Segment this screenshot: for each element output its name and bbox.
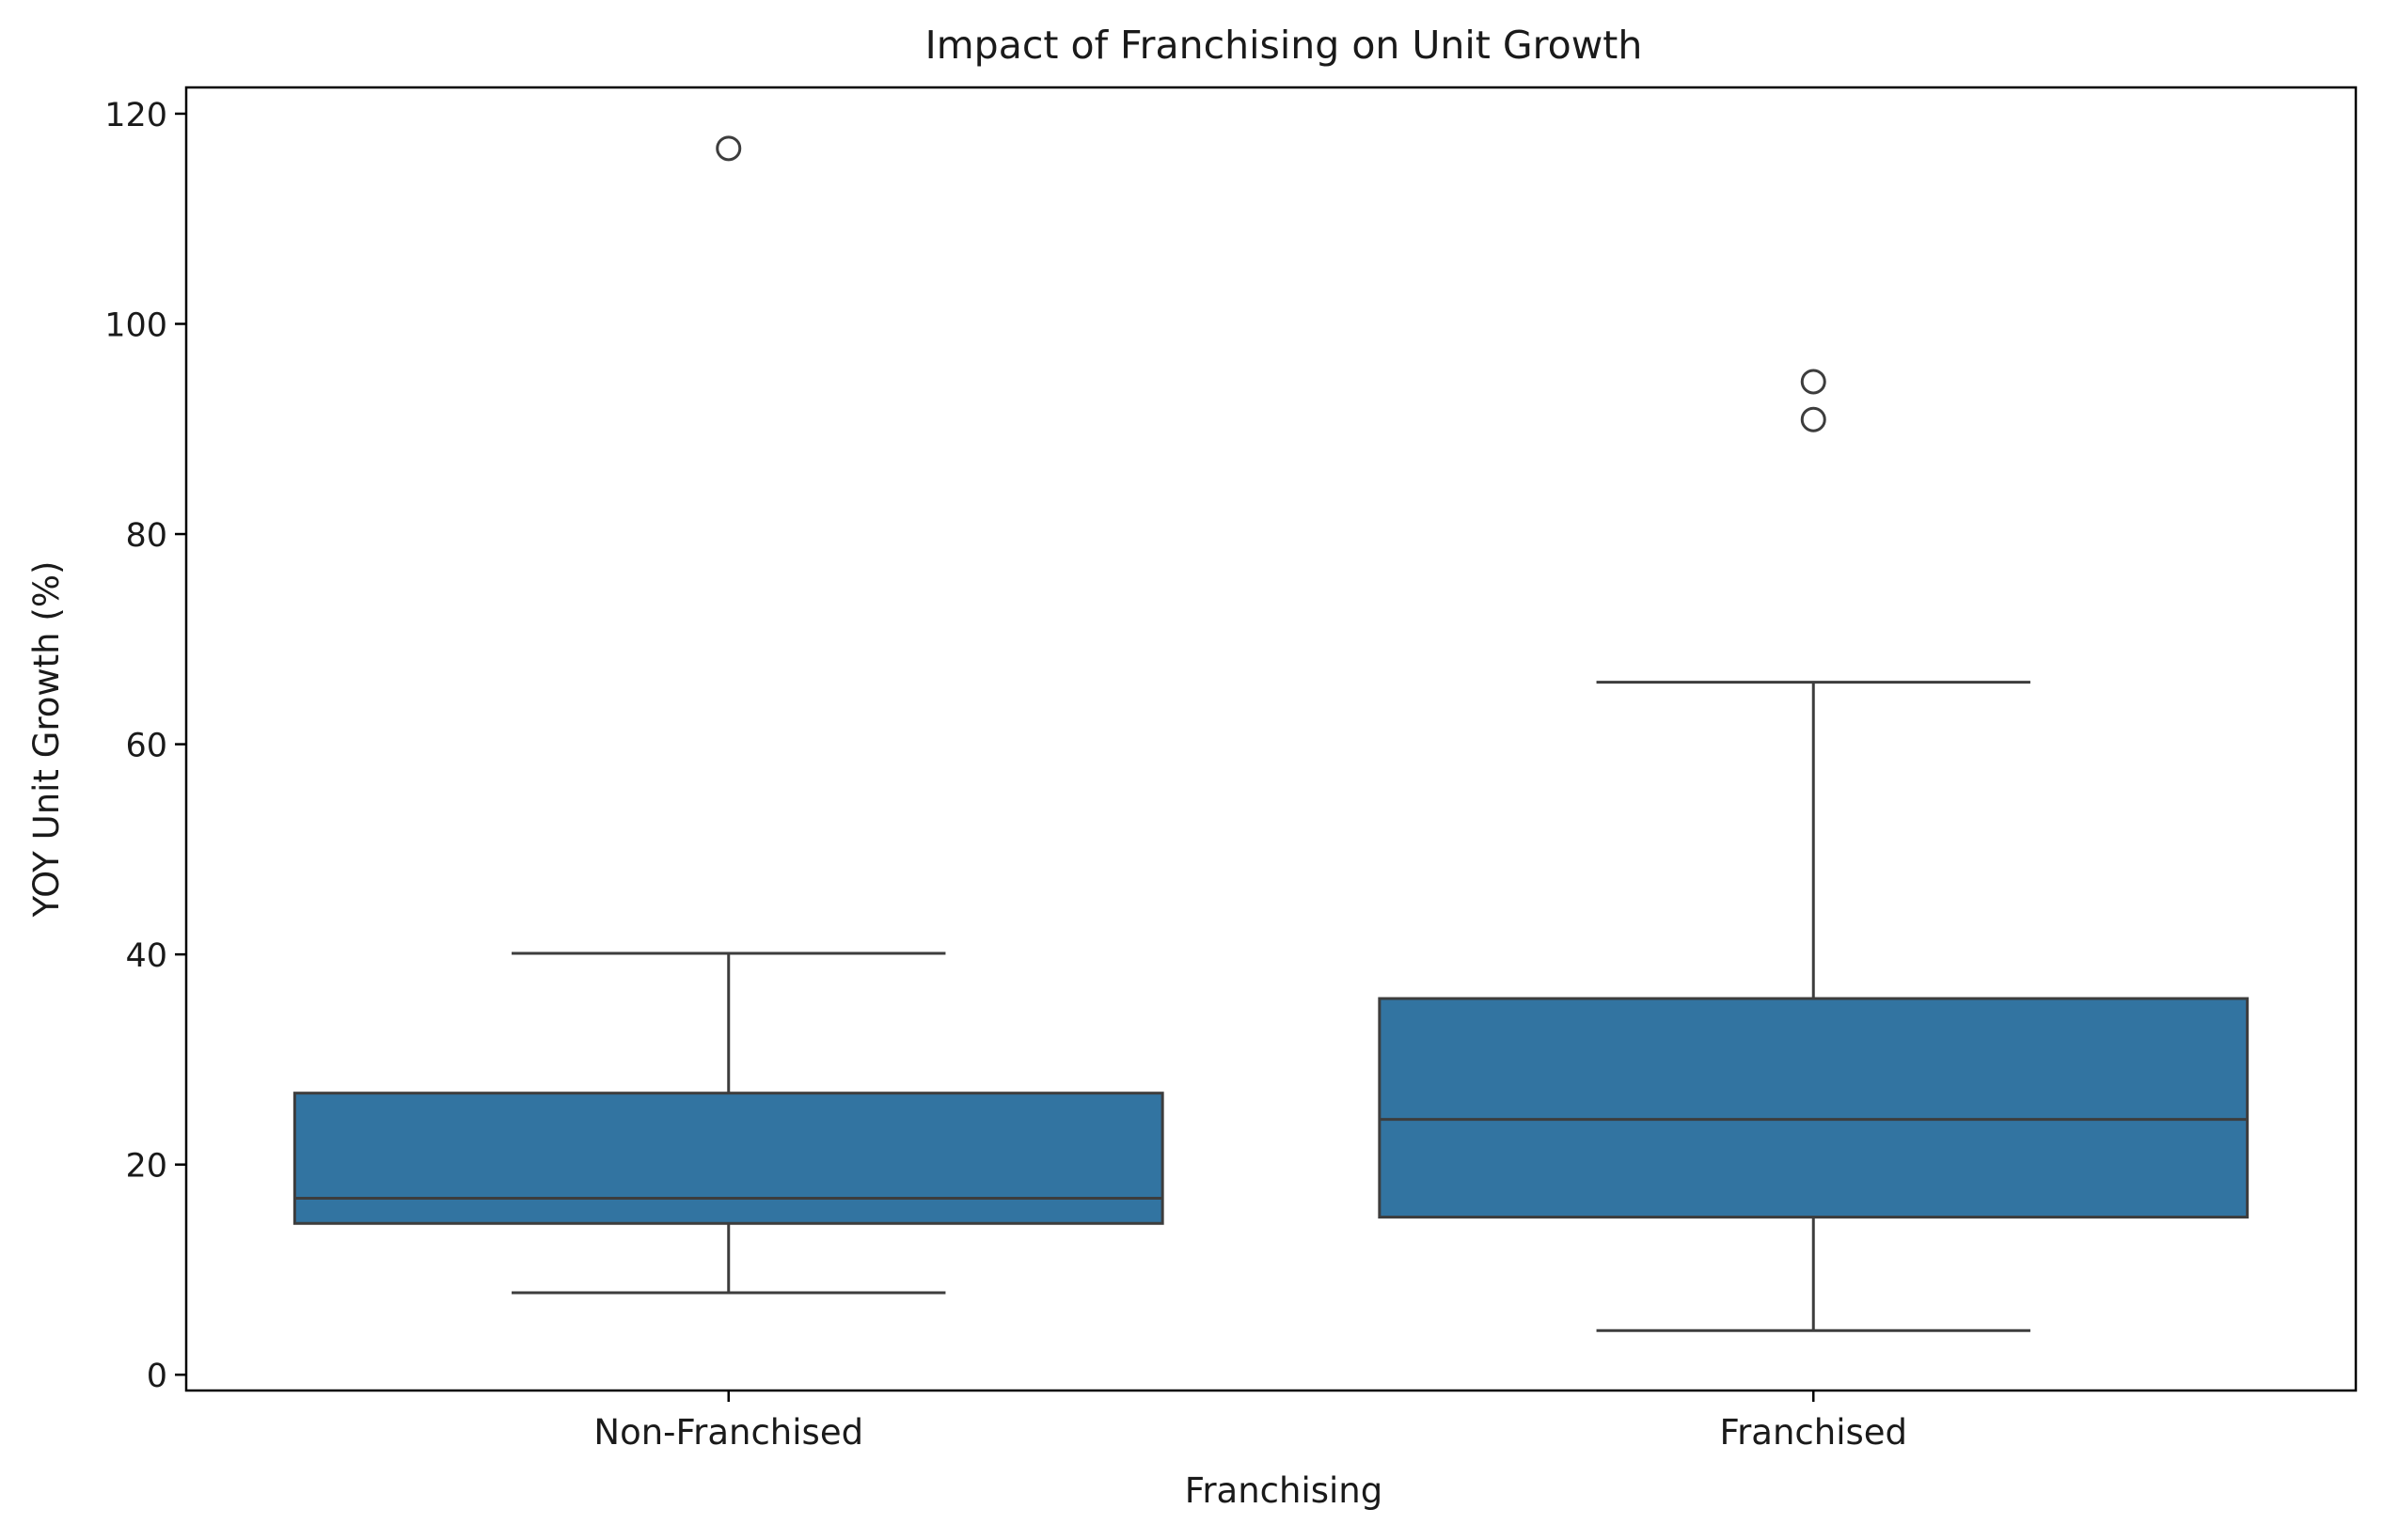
- y-tick-label: 0: [147, 1358, 167, 1395]
- outlier-point: [716, 135, 742, 162]
- box-group: [1378, 369, 2250, 1332]
- box-iqr: [1378, 997, 2250, 1219]
- y-tick-label: 80: [125, 517, 167, 555]
- plot-frame: [184, 86, 2358, 1392]
- y-axis-label: YOY Unit Growth (%): [26, 561, 67, 919]
- y-tick-label: 60: [125, 728, 167, 765]
- box-iqr: [292, 1092, 1164, 1225]
- y-tick-label: 100: [104, 306, 167, 344]
- y-tick-label: 20: [125, 1148, 167, 1186]
- x-axis-ticks: Non-Franchised Franchised: [593, 1391, 1907, 1453]
- y-tick-label: 120: [104, 97, 167, 134]
- outlier-point: [1800, 406, 1826, 432]
- y-tick-label: 40: [125, 937, 167, 975]
- chart-title: Impact of Franchising on Unit Growth: [925, 23, 1643, 68]
- x-axis-label: Franchising: [1185, 1470, 1383, 1511]
- box-plots: [292, 135, 2250, 1332]
- x-tick-label: Franchised: [1719, 1412, 1907, 1453]
- box-group: [292, 135, 1164, 1295]
- outlier-point: [1800, 369, 1826, 395]
- x-tick-label: Non-Franchised: [593, 1412, 863, 1453]
- y-axis-ticks: 0 20 40 60 80 100 120: [104, 97, 186, 1395]
